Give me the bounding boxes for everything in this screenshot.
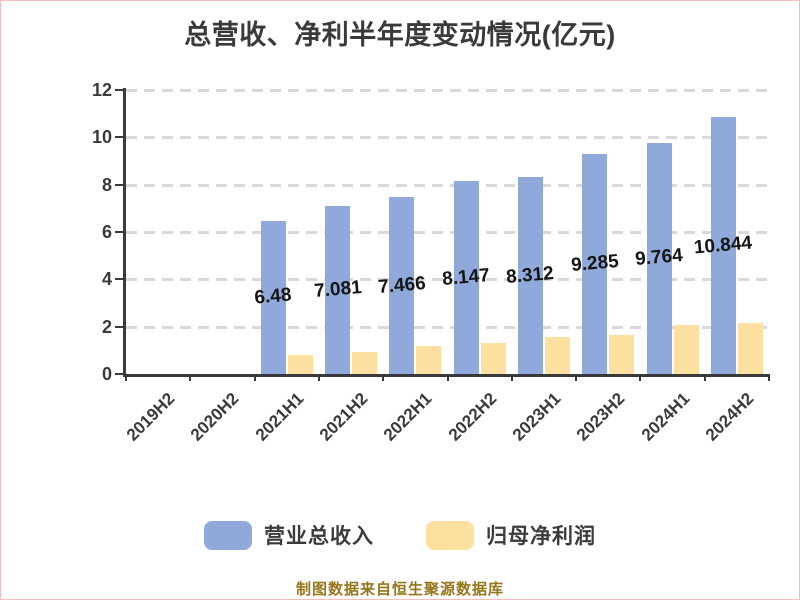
gridline-8 (126, 183, 769, 187)
bar-profit-2024H1 (673, 325, 699, 374)
plot-area: 0 2 4 6 8 10 12 2019H2 2020H2 6.48 2021H1 7.081 2021… (92, 80, 770, 445)
y-tick-0 (115, 373, 123, 375)
y-axis-line (123, 88, 126, 377)
x-tick-0 (125, 374, 127, 381)
bar-profit-2021H2 (352, 351, 378, 374)
bar-value-label-2022H2: 8.147 (441, 264, 491, 290)
gridline-10 (126, 136, 769, 140)
bar-revenue-2024H2 (710, 117, 736, 374)
x-tick-10 (768, 374, 770, 381)
x-tick-label-2019H2: 2019H2 (123, 389, 179, 445)
y-tick-label-4: 4 (101, 269, 112, 290)
bar-value-label-2024H1: 9.764 (634, 245, 684, 271)
x-tick-label-2021H2: 2021H2 (315, 389, 372, 445)
bar-revenue-2022H2 (453, 181, 479, 374)
x-tick-2 (253, 374, 256, 381)
x-tick-label-2022H2: 2022H2 (444, 389, 501, 445)
x-axis-line (123, 374, 769, 377)
gridline-6 (126, 231, 769, 234)
y-tick-label-0: 0 (101, 364, 112, 384)
bar-revenue-2023H2 (582, 154, 608, 374)
y-tick-4 (115, 278, 123, 281)
profit-legend-label: 归母净利润 (486, 525, 596, 548)
bar-value-label-2023H2: 9.285 (570, 251, 620, 277)
legend: 营业总收入 归母净利润 (1, 520, 799, 550)
x-tick-label-2024H2: 2024H2 (701, 389, 758, 445)
y-tick-label-12: 12 (91, 80, 112, 100)
legend-item-revenue: 营业总收入 (204, 520, 374, 550)
bar-value-label-2022H1: 7.466 (377, 272, 427, 298)
x-tick-9 (703, 374, 706, 381)
x-tick-label-2021H1: 2021H1 (251, 389, 308, 445)
x-tick-4 (382, 374, 385, 381)
y-tick-12 (115, 89, 123, 91)
y-tick-label-6: 6 (101, 222, 112, 242)
y-tick-6 (115, 231, 123, 233)
bar-revenue-2021H2 (325, 206, 351, 374)
legend-item-profit: 归母净利润 (426, 520, 596, 550)
bar-value-label-2024H2: 10.844 (693, 232, 754, 259)
y-tick-2 (115, 325, 123, 328)
bar-revenue-2024H1 (646, 142, 672, 374)
x-tick-6 (510, 374, 513, 381)
y-tick-label-2: 2 (101, 316, 112, 337)
bar-value-label-2021H2: 7.081 (312, 277, 363, 303)
x-tick-label-2023H2: 2023H2 (573, 389, 629, 445)
x-tick-7 (575, 374, 578, 381)
bar-profit-2023H1 (544, 337, 570, 374)
bar-revenue-2023H1 (517, 177, 543, 374)
chart-title: 总营收、净利半年度变动情况(亿元) (184, 20, 616, 50)
x-tick-8 (639, 374, 642, 381)
bar-revenue-2021H1 (260, 220, 286, 374)
x-tick-label-2024H1: 2024H1 (637, 389, 693, 445)
bar-profit-2022H1 (416, 345, 442, 374)
x-tick-5 (446, 374, 449, 381)
gridline-12 (126, 89, 769, 92)
revenue-legend-label: 营业总收入 (264, 525, 374, 548)
bar-value-label-2023H1: 8.312 (505, 262, 555, 288)
gridline-4 (126, 278, 769, 282)
data-source-note: 制图数据来自恒生聚源数据库 (295, 581, 504, 598)
bar-profit-2021H1 (287, 355, 313, 374)
y-tick-label-10: 10 (91, 127, 112, 148)
gridline-2 (126, 325, 769, 329)
x-tick-label-2022H1: 2022H1 (380, 389, 436, 445)
bar-value-label-2021H1: 6.48 (253, 284, 293, 309)
bar-revenue-2022H1 (389, 197, 415, 374)
revenue-swatch (204, 520, 252, 550)
y-tick-10 (115, 136, 123, 139)
y-tick-8 (115, 183, 123, 186)
bar-profit-2023H2 (609, 334, 635, 374)
x-tick-label-2020H2: 2020H2 (187, 389, 243, 445)
bar-profit-2024H2 (737, 323, 763, 374)
x-tick-3 (317, 374, 320, 381)
x-tick-1 (189, 374, 192, 381)
profit-swatch (426, 520, 474, 550)
bar-profit-2022H2 (480, 343, 506, 374)
x-tick-label-2023H1: 2023H1 (508, 389, 565, 445)
y-tick-label-8: 8 (101, 174, 112, 195)
